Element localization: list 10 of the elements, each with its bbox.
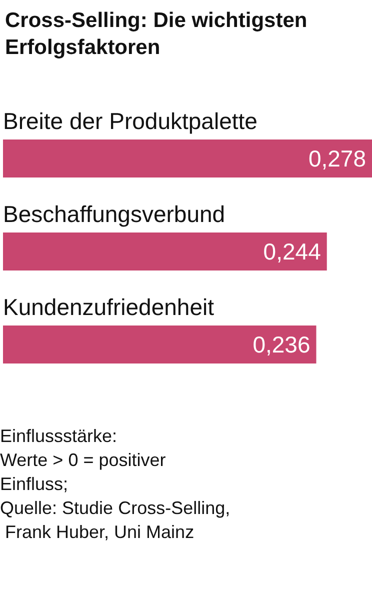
text: Einflussstärke: [0, 426, 118, 446]
data-label: 0,244 [263, 238, 322, 264]
chart-title: Cross-Selling: Die wichtigsten Erfolgsfaktoren [5, 9, 314, 59]
y-tick-label: Beschaffungsverbund [3, 201, 226, 227]
y-tick-label: Kundenzufriedenheit [3, 294, 215, 320]
data-label: 0,278 [308, 146, 366, 172]
data-label: 0,236 [252, 332, 310, 358]
text: Werte > 0 = positiver Einfluss; [0, 450, 171, 494]
source-note: Quelle: Studie Cross-Selling, Frank Huber, Uni Mainz [0, 498, 230, 542]
y-tick-label: Breite der Produktpalette [3, 108, 258, 134]
